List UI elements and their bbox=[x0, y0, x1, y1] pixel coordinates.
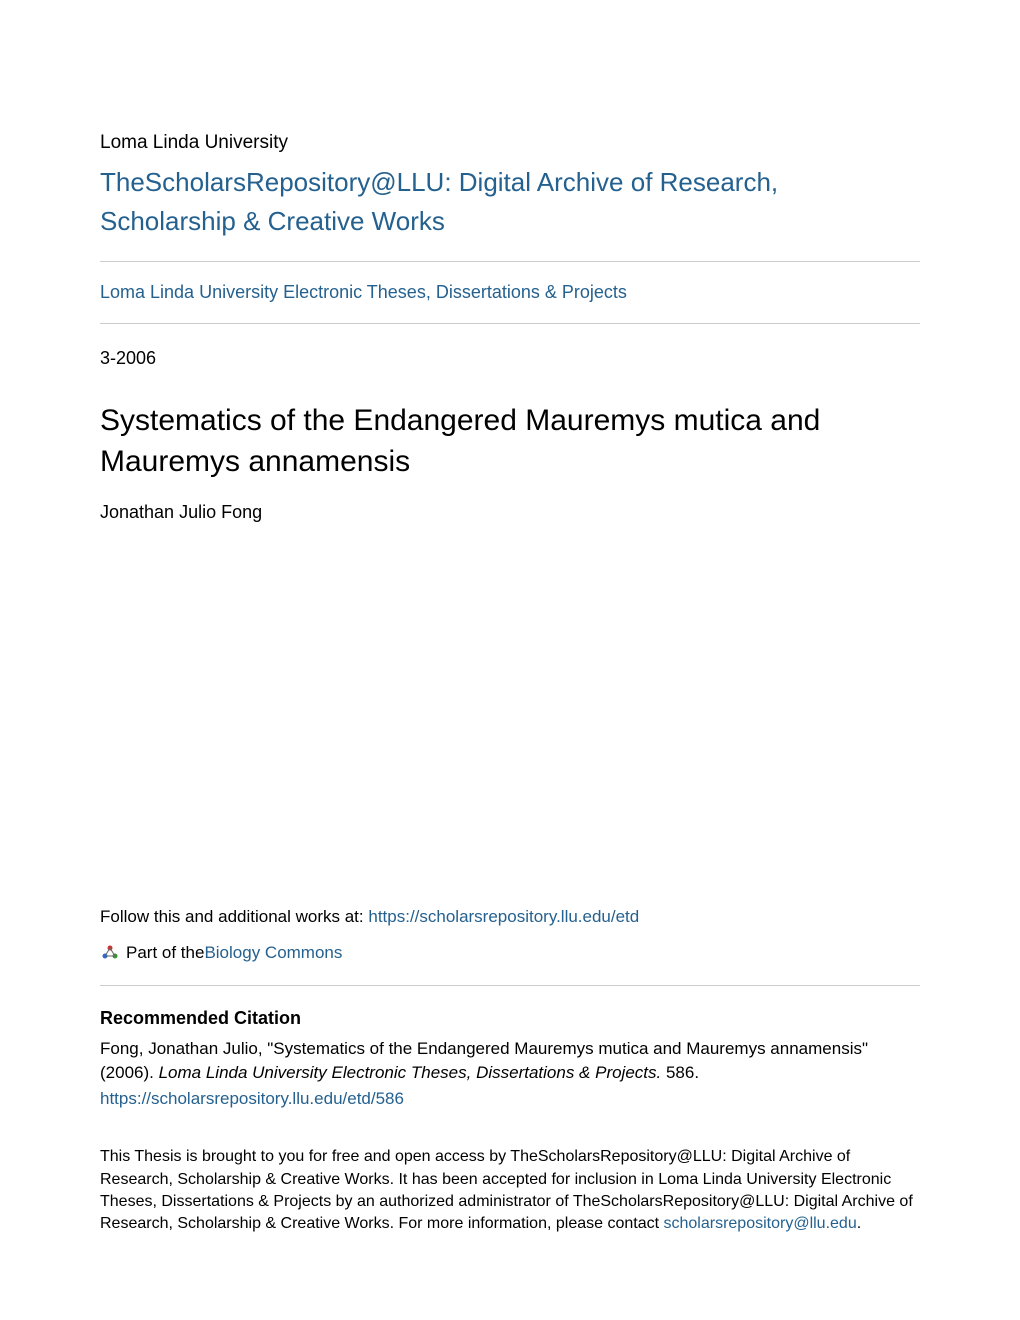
publication-date: 3-2006 bbox=[100, 346, 920, 371]
part-of-prefix: Part of the bbox=[126, 941, 204, 965]
network-icon bbox=[100, 943, 120, 963]
footer-text: This Thesis is brought to you for free a… bbox=[100, 1146, 920, 1236]
footer-email-link[interactable]: scholarsrepository@llu.edu bbox=[664, 1215, 857, 1232]
author-name: Jonathan Julio Fong bbox=[100, 500, 920, 525]
follow-works-line: Follow this and additional works at: htt… bbox=[100, 905, 920, 929]
follow-prefix: Follow this and additional works at: bbox=[100, 907, 368, 926]
part-of-line: Part of the Biology Commons bbox=[100, 941, 920, 965]
commons-link[interactable]: Biology Commons bbox=[204, 941, 342, 965]
collection-link[interactable]: Loma Linda University Electronic Theses,… bbox=[100, 282, 627, 302]
collection-section: Loma Linda University Electronic Theses,… bbox=[100, 280, 920, 305]
divider-citation bbox=[100, 985, 920, 986]
recommended-citation-heading: Recommended Citation bbox=[100, 1006, 920, 1031]
divider-collection bbox=[100, 323, 920, 324]
citation-journal: Loma Linda University Electronic Theses,… bbox=[159, 1063, 662, 1082]
document-title: Systematics of the Endangered Mauremys m… bbox=[100, 401, 920, 482]
citation-part2: 586. bbox=[661, 1063, 699, 1082]
citation-text: Fong, Jonathan Julio, "Systematics of th… bbox=[100, 1037, 920, 1085]
citation-url-link[interactable]: https://scholarsrepository.llu.edu/etd/5… bbox=[100, 1089, 404, 1108]
footer-part2: . bbox=[857, 1215, 861, 1232]
follow-url-link[interactable]: https://scholarsrepository.llu.edu/etd bbox=[368, 907, 639, 926]
repository-title: TheScholarsRepository@LLU: Digital Archi… bbox=[100, 163, 920, 241]
divider-top bbox=[100, 261, 920, 262]
institution-name: Loma Linda University bbox=[100, 130, 920, 157]
repository-link[interactable]: TheScholarsRepository@LLU: Digital Archi… bbox=[100, 167, 778, 236]
